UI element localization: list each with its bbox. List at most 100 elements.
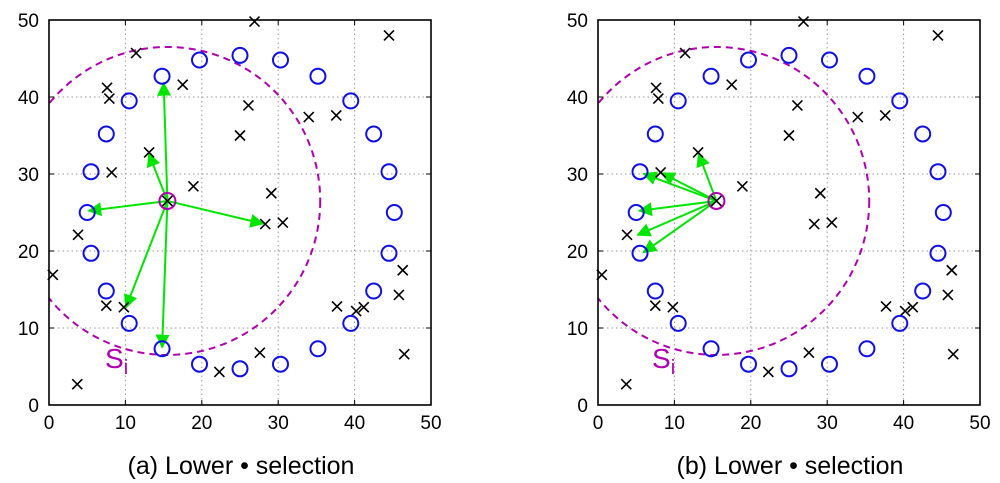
x-tick-label: 40 <box>344 413 365 434</box>
x-tick-label: 40 <box>893 413 914 434</box>
circle-icon <box>631 163 649 181</box>
circle-icon <box>780 46 798 64</box>
x-tick-label: 20 <box>191 413 212 434</box>
circle-icon <box>231 46 249 64</box>
cross-icon <box>383 29 395 41</box>
x-tick-label: 10 <box>664 413 685 434</box>
selection-arrow <box>642 171 717 202</box>
range-label-a: Si <box>105 343 128 379</box>
circle-icon <box>120 314 138 332</box>
circle-icon <box>191 51 209 69</box>
circle-icon <box>385 204 403 221</box>
cross-icon <box>679 47 691 59</box>
cross-icon <box>803 347 815 359</box>
cross-icon <box>103 92 115 105</box>
cross-stroke <box>932 29 944 41</box>
cross-icon <box>726 79 738 91</box>
cross-icon <box>213 366 225 378</box>
cross-icon <box>655 166 667 179</box>
circle-icon <box>646 125 664 143</box>
cross-icon <box>277 216 289 229</box>
circle-icon <box>342 314 360 332</box>
x-tick-label: 0 <box>593 413 604 434</box>
node-i-layer-a <box>158 191 177 210</box>
cross-stroke <box>393 289 405 301</box>
cross-stroke <box>130 47 142 59</box>
circle-markers-a <box>78 46 403 378</box>
selection-arrow <box>636 200 717 237</box>
cross-stroke <box>808 218 820 230</box>
cross-stroke <box>652 92 664 105</box>
cross-icon <box>620 378 632 390</box>
cross-icon <box>143 146 155 159</box>
caption-a: (a) Lower • selection <box>128 452 355 480</box>
cross-icon <box>879 109 891 122</box>
y-tick-label: 10 <box>567 319 588 340</box>
cross-icon <box>242 99 254 112</box>
node-i-circle <box>158 191 177 210</box>
x-tick-label: 10 <box>115 413 136 434</box>
circle-icon <box>627 204 645 221</box>
circle-icon <box>380 163 398 181</box>
cross-stroke <box>254 347 266 359</box>
cross-stroke <box>826 216 838 229</box>
cross-icon <box>234 129 246 142</box>
x-tick-label: 20 <box>740 413 761 434</box>
cross-stroke <box>100 300 112 312</box>
circle-icon <box>153 67 171 85</box>
y-tick-label: 20 <box>18 242 39 263</box>
circle-icon <box>820 51 838 69</box>
cross-icon <box>783 129 795 142</box>
cross-stroke <box>650 82 662 94</box>
cross-stroke <box>621 229 633 241</box>
chart-panel-a: 0 10 20 30 40 50 0 10 20 30 40 50 Si (a) Lower • se… <box>18 11 442 480</box>
circle-icon <box>97 125 115 143</box>
circle-icon <box>820 355 838 373</box>
cross-icon <box>130 47 142 59</box>
cross-icon <box>331 300 343 313</box>
cross-icon <box>397 264 409 276</box>
cross-icon <box>177 79 189 91</box>
cross-stroke <box>726 79 738 91</box>
cross-stroke <box>649 300 661 312</box>
circle-icon <box>191 355 209 373</box>
cross-icon <box>100 300 112 312</box>
cross-icon <box>187 180 199 192</box>
cross-icon <box>72 229 84 241</box>
cross-stroke <box>106 166 118 179</box>
cross-icon <box>692 146 704 159</box>
node-i-cross <box>161 195 173 207</box>
circle-icon <box>120 92 138 110</box>
cross-icon <box>303 111 315 123</box>
cross-icon <box>762 366 774 378</box>
circle-icon <box>231 360 249 378</box>
cross-stroke <box>655 166 667 179</box>
selection-arrow <box>155 200 170 349</box>
node-i-layer-b <box>707 191 726 210</box>
selection-arrow <box>637 199 717 217</box>
cross-icon <box>667 301 679 313</box>
cross-stroke <box>234 129 246 142</box>
cross-stroke <box>71 378 83 390</box>
cross-stroke <box>797 15 810 28</box>
y-tick-label: 0 <box>577 396 588 417</box>
cross-icon <box>797 15 810 28</box>
y-tick-label: 40 <box>18 88 39 109</box>
cross-icon <box>808 218 820 230</box>
node-i-circle <box>707 191 726 210</box>
circle-icon <box>97 282 115 300</box>
cross-icon <box>652 92 664 105</box>
circle-icon <box>929 163 947 181</box>
cross-stroke <box>330 109 342 122</box>
cross-stroke <box>899 305 911 317</box>
cross-icon <box>118 301 130 313</box>
cross-stroke <box>762 366 774 378</box>
axes-frame-b <box>597 19 981 406</box>
cross-stroke <box>118 301 130 313</box>
circle-icon <box>914 125 932 143</box>
cross-stroke <box>907 301 919 313</box>
cross-stroke <box>397 264 409 276</box>
cross-icon <box>946 264 958 276</box>
cross-markers-a <box>47 15 410 390</box>
cross-icon <box>650 82 662 94</box>
